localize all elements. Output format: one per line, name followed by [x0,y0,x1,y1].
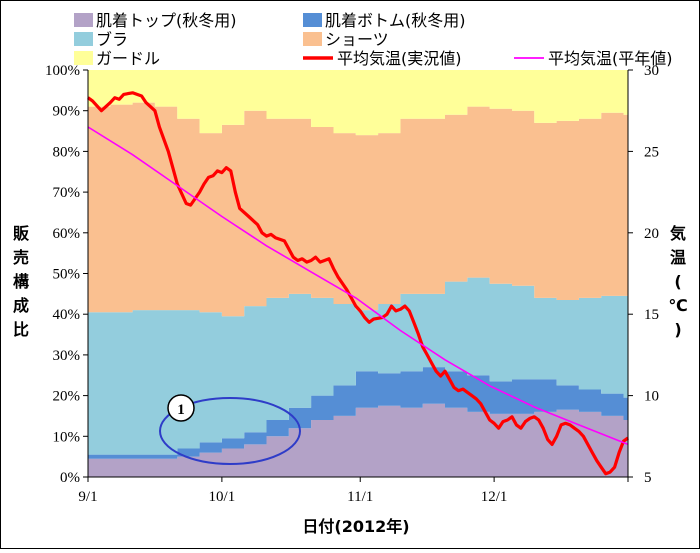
line-actual-temperature [87,91,629,476]
area-series-2 [88,367,628,459]
y-tick-label: 30% [53,348,81,364]
area-series-5 [88,70,628,136]
legend-label: ショーツ [325,30,389,49]
y-tick-label: 80% [53,144,81,160]
annotation-group: 1 [159,394,301,465]
y-tick-label: 60% [53,226,81,242]
axes: 0% 10% 20% 30% 40% 50% 60% 70% 80% 90% 100% 5 10 15 20… [45,63,659,505]
legend-label: 平均気温(実況値) [337,49,462,68]
annotation-ellipse [159,397,301,465]
y2-tick-label: 30 [644,63,659,79]
legend-swatch [74,32,93,46]
y2-tick-label: 10 [644,389,659,405]
y-tick-label: 100% [45,63,80,79]
line-series-group [87,91,629,476]
y-axis-label: 販売構成比 [13,224,30,339]
plot-area [88,70,628,477]
y-tick-label: 0% [60,470,80,486]
annotation-marker [167,394,195,422]
y2-tick-label: 20 [644,226,659,242]
legend-label: 平均気温(平年値) [548,49,673,68]
y-tick-label: 90% [53,104,81,120]
annotation-label: 1 [177,402,185,418]
y-tick-label: 50% [53,267,81,283]
legend-label: 肌着トップ(秋冬用) [96,11,237,30]
area-series-3 [88,277,628,455]
legend-swatch [303,13,322,27]
legend-swatch [303,32,322,46]
legend-swatch [74,51,93,65]
y2-axis-label: 気温(℃) [668,224,687,339]
x-tick-label: 9/1 [78,489,97,505]
legend-label: ガードル [96,49,160,68]
area-series-4 [88,92,628,317]
y2-tick-label: 15 [644,307,659,323]
legend-label: 肌着ボトム(秋冬用) [325,11,466,30]
legend-swatch [74,13,93,27]
y2-tick-label: 25 [644,144,659,160]
y-tick-label: 40% [53,307,81,323]
x-tick-label: 11/1 [347,489,373,505]
legend-label: ブラ [96,30,128,49]
line-normal-temperature [87,126,629,446]
x-tick-label: 10/1 [209,489,236,505]
x-tick-label: 12/1 [481,489,508,505]
y-tick-label: 70% [53,185,81,201]
y-tick-label: 10% [53,429,81,445]
x-axis-label: 日付(2012年) [302,517,409,536]
y2-tick-label: 5 [644,470,652,486]
y-tick-label: 20% [53,389,81,405]
